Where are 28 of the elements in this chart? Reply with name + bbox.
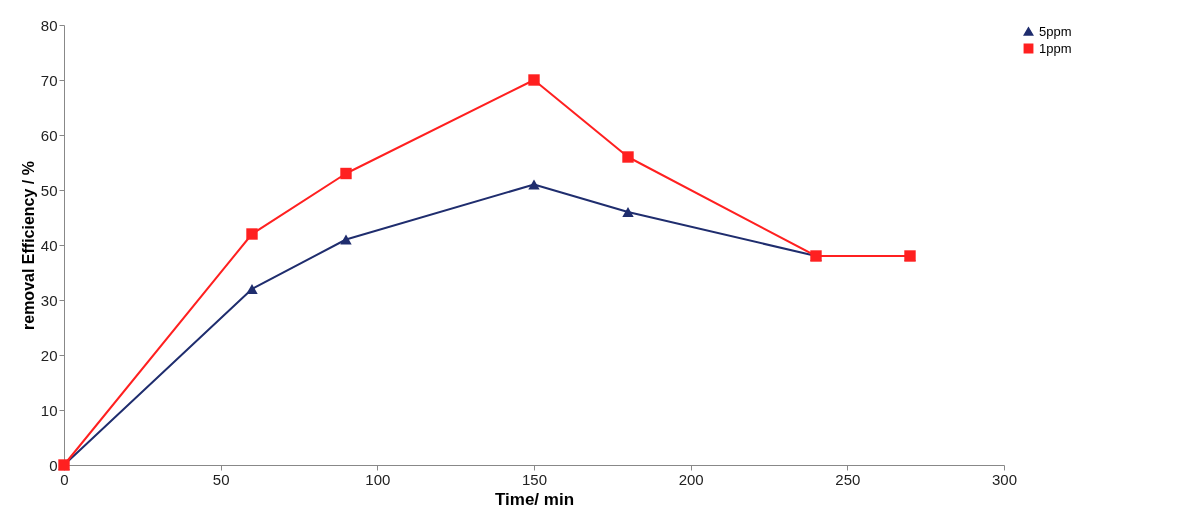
y-tick-label: 0 (49, 456, 58, 474)
point (246, 228, 258, 240)
x-tick-label: 0 (60, 470, 69, 488)
legend-label: 5ppm (1039, 23, 1072, 39)
x-tick-label: 250 (835, 470, 861, 488)
y-tick-label: 30 (40, 291, 58, 309)
y-tick-label: 80 (40, 16, 58, 34)
x-tick-label: 50 (212, 470, 230, 488)
point (340, 234, 352, 245)
x-tick-label: 150 (521, 470, 548, 488)
y-tick-label: 10 (40, 401, 58, 419)
point (528, 74, 540, 86)
y-tick-label: 70 (40, 71, 58, 89)
point (622, 207, 634, 217)
x-axis-title: Time/ min (494, 489, 575, 509)
x-tick-label: 100 (365, 470, 391, 488)
legend-label: 1ppm (1039, 40, 1072, 56)
y-tick-label: 20 (40, 346, 58, 364)
y-axis-title: removal Efficiency / % (19, 161, 37, 330)
y-tick-label: 40 (40, 236, 58, 254)
x-tick-label: 300 (991, 470, 1018, 488)
y-tick-label: 50 (40, 181, 58, 199)
x-tick-label: 200 (678, 470, 704, 488)
point (622, 151, 634, 163)
point (528, 179, 540, 190)
point (246, 284, 258, 294)
point (340, 167, 352, 180)
y-tick-label: 60 (40, 126, 58, 144)
